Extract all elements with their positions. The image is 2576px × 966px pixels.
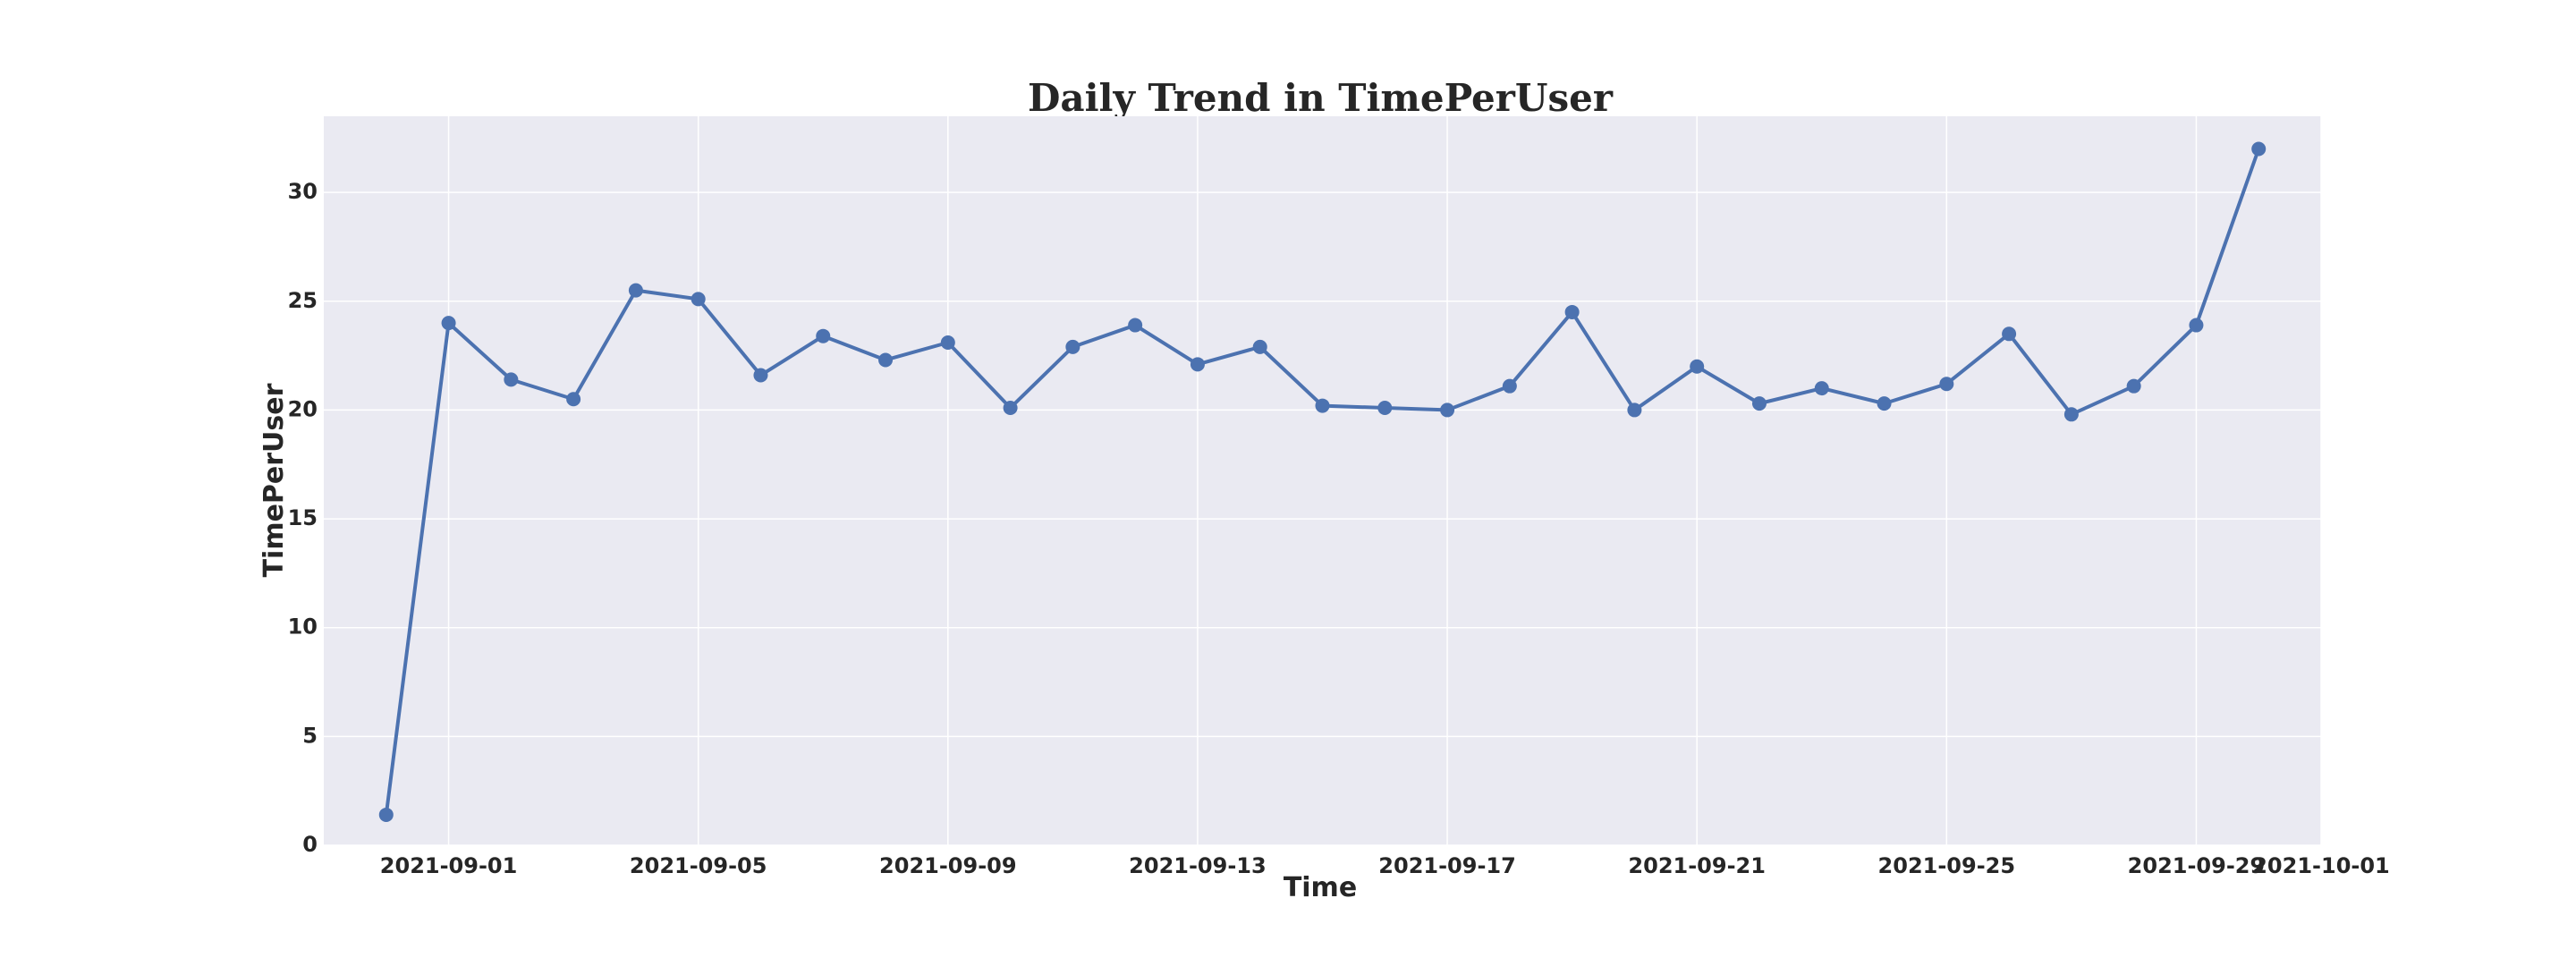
data-point [2251, 141, 2267, 157]
x-tick-label: 2021-09-09 [879, 853, 1017, 878]
x-tick-label: 2021-10-01 [2252, 853, 2390, 878]
x-tick-label: 2021-09-21 [1628, 853, 1766, 878]
data-point [1564, 304, 1580, 319]
data-point [2002, 326, 2017, 342]
data-point [2063, 407, 2079, 422]
data-point [1003, 401, 1018, 415]
data-point [1502, 378, 1517, 394]
data-point [1751, 396, 1767, 411]
data-point [753, 368, 768, 383]
x-axis-label: Time [1284, 872, 1357, 903]
data-point [1065, 339, 1080, 354]
data-point [1315, 398, 1330, 413]
y-tick-label: 5 [302, 723, 318, 748]
data-point [1690, 359, 1705, 374]
series-timeperuser [378, 141, 2267, 822]
data-point [1939, 377, 1954, 392]
x-tick-label: 2021-09-13 [1129, 853, 1267, 878]
data-point [2126, 378, 2141, 394]
y-tick-label: 20 [288, 396, 318, 421]
x-tick-label: 2021-09-01 [380, 853, 518, 878]
x-tick-label: 2021-09-25 [1878, 853, 2016, 878]
data-point [816, 328, 831, 343]
y-axis-label: TimePerUser [258, 383, 290, 577]
data-point [378, 807, 394, 822]
data-point [1252, 339, 1267, 354]
data-point [1627, 402, 1642, 418]
x-tick-label: 2021-09-17 [1378, 853, 1516, 878]
y-tick-label: 10 [288, 614, 318, 640]
data-point [1440, 402, 1455, 418]
data-point [1377, 401, 1393, 415]
data-point [566, 392, 581, 407]
data-point [691, 292, 706, 307]
y-tick-label: 30 [288, 179, 318, 204]
data-point [878, 352, 894, 368]
data-point [1190, 357, 1205, 372]
y-tick-label: 15 [288, 505, 318, 530]
y-axis-ticks: 0 5 10 15 20 25 30 [288, 179, 318, 857]
data-point [1814, 381, 1829, 396]
data-point [628, 283, 643, 298]
y-tick-label: 0 [302, 832, 318, 857]
data-point [1128, 318, 1143, 333]
x-tick-label: 2021-09-05 [630, 853, 767, 878]
plot-area [324, 116, 2321, 845]
data-point [441, 316, 456, 331]
data-point [940, 335, 955, 351]
data-point [2189, 318, 2204, 333]
data-point [1877, 396, 1892, 411]
data-point [504, 372, 519, 387]
y-tick-label: 25 [288, 288, 318, 313]
chart-title: Daily Trend in TimePerUser [1028, 76, 1614, 120]
x-axis-ticks: 2021-09-01 2021-09-05 2021-09-09 2021-09-13… [380, 853, 2390, 878]
x-tick-label: 2021-09-29 [2128, 853, 2266, 878]
